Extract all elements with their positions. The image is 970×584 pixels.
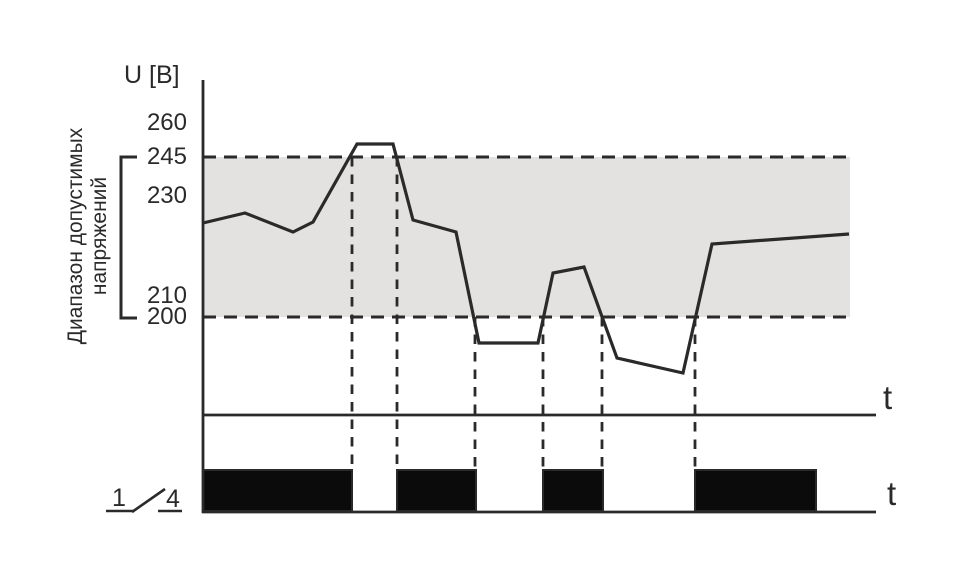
- range-bracket: [119, 155, 137, 320]
- relay-on-bar: [396, 469, 477, 512]
- allowed-range-label-line2: напряжений: [88, 176, 111, 296]
- relay-on-bar: [542, 469, 604, 512]
- y-axis-tick-230: 230: [146, 182, 187, 209]
- relay-on-bar: [202, 469, 353, 512]
- voltage-curve: [202, 142, 850, 375]
- y-axis-tick-200: 200: [146, 303, 187, 330]
- y-axis-unit-label: U [В]: [124, 61, 180, 89]
- y-axis-tick-245: 245: [146, 143, 187, 170]
- allowed-voltage-range-label: Диапазон допустимых напряжений: [64, 121, 112, 351]
- switch-segment: [131, 487, 166, 514]
- relay-terminal-1-label: 1: [112, 484, 126, 512]
- allowed-range-label-line1: Диапазон допустимых: [64, 127, 87, 345]
- relay-on-bar: [694, 469, 817, 512]
- relay-terminal-4-label: 4: [166, 485, 180, 513]
- time-axis-label-voltage: t: [883, 379, 893, 416]
- relay-switch-icon: [106, 487, 182, 514]
- y-axis-tick-260: 260: [146, 109, 187, 136]
- allowed-voltage-band: [203, 157, 850, 317]
- y-axis-tick-210: 210: [146, 282, 187, 309]
- time-axis-label-relay: t: [887, 475, 897, 512]
